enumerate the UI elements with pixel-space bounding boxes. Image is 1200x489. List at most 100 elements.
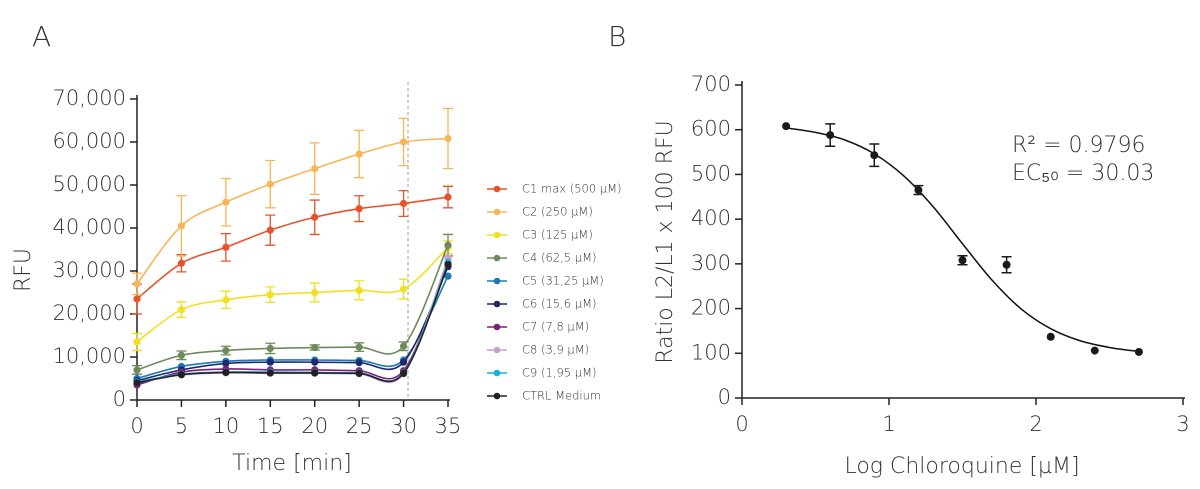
legend-marker [493,369,501,377]
annotation: EC₅₀ = 30.03 [1012,161,1154,186]
y-tick-label: 600 [691,117,731,141]
y-axis-label: RFU [11,248,36,292]
data-point [399,369,408,377]
y-tick-label: 200 [691,296,731,320]
data-point [958,256,967,265]
data-point [355,343,363,351]
data-point [133,280,141,288]
annotation: R² = 0.9796 [1012,133,1146,158]
y-tick-label: 10,000 [53,344,126,368]
legend-marker [493,323,501,331]
data-point [266,344,274,352]
fit-curve [785,127,1140,353]
data-point [266,226,274,234]
legend-label: C4 (62,5 µM) [522,251,596,265]
panel-label: B [608,20,626,53]
series-line [136,246,449,343]
data-point [222,198,230,206]
y-tick-label: 100 [691,340,731,364]
y-tick-label: 60,000 [53,129,126,153]
x-tick-label: 1 [882,412,895,436]
data-point [266,180,274,188]
x-axis-label: Log Chloroquine [µM] [844,454,1079,479]
data-point [1090,346,1099,355]
data-point [914,186,923,195]
legend-label: C3 (125 µM) [522,228,593,242]
data-point [311,358,319,366]
data-point [355,205,363,213]
legend-marker [493,300,501,308]
x-tick-label: 25 [346,414,373,438]
data-point [826,131,835,140]
data-point [870,151,879,160]
data-point [266,369,274,377]
y-tick-label: 20,000 [53,301,126,325]
data-point [444,260,452,269]
legend-marker [493,185,501,193]
data-point [266,358,274,366]
legend-label: CTRL Medium [522,389,601,403]
data-point [444,241,452,249]
legend-marker [493,231,501,239]
data-point [177,306,186,314]
series-line [136,196,449,300]
legend-label: C2 (250 µM) [522,205,593,219]
data-point [222,359,230,368]
data-point [1046,332,1055,341]
x-tick-label: 0 [735,412,748,436]
y-tick-label: 400 [691,206,731,230]
data-point [444,272,452,280]
data-point [133,366,141,374]
y-tick-label: 0 [718,385,731,409]
legend-label: C7 (7,8 µM) [522,320,589,334]
legend-marker [493,392,501,400]
data-point [311,369,319,377]
legend-marker [493,346,501,354]
legend-label: C1 max (500 µM) [522,182,622,196]
y-tick-label: 500 [691,161,731,185]
data-point [1002,260,1011,269]
legend-label: C9 (1,95 µM) [522,366,596,380]
data-point [177,222,186,230]
data-point [133,338,141,346]
y-tick-label: 50,000 [53,172,126,196]
x-tick-label: 15 [257,414,284,438]
y-tick-label: 0 [113,387,126,411]
data-point [177,371,186,379]
data-point [177,351,186,359]
y-tick-label: 300 [691,251,731,275]
data-point [399,138,408,146]
data-point [399,285,408,293]
data-point [311,213,319,221]
data-point [222,243,230,251]
panel-label: A [32,20,51,53]
data-point [177,259,186,267]
x-tick-label: 3 [1176,412,1189,436]
data-point [133,379,141,387]
x-tick-label: 10 [212,414,239,438]
data-point [222,346,230,355]
x-tick-label: 2 [1029,412,1042,436]
y-tick-label: 40,000 [53,215,126,239]
data-point [399,358,408,366]
legend-label: C6 (15,6 µM) [522,297,596,311]
x-tick-label: 35 [435,414,462,438]
data-point [222,368,230,377]
legend-marker [493,277,501,285]
data-point [355,150,363,158]
data-point [1134,347,1143,356]
data-point [311,343,319,352]
legend-marker [493,254,501,262]
x-tick-label: 20 [301,414,328,438]
data-point [266,291,274,299]
x-tick-label: 0 [130,414,143,438]
data-point [444,134,452,143]
y-axis-label: Ratio L2/L1 x 100 RFU [653,120,678,363]
legend-label: C8 (3,9 µM) [522,343,589,357]
x-tick-label: 5 [175,414,188,438]
legend-label: C5 (31,25 µM) [522,274,604,288]
y-tick-label: 700 [691,72,731,96]
data-point [355,286,363,294]
data-point [399,199,408,208]
